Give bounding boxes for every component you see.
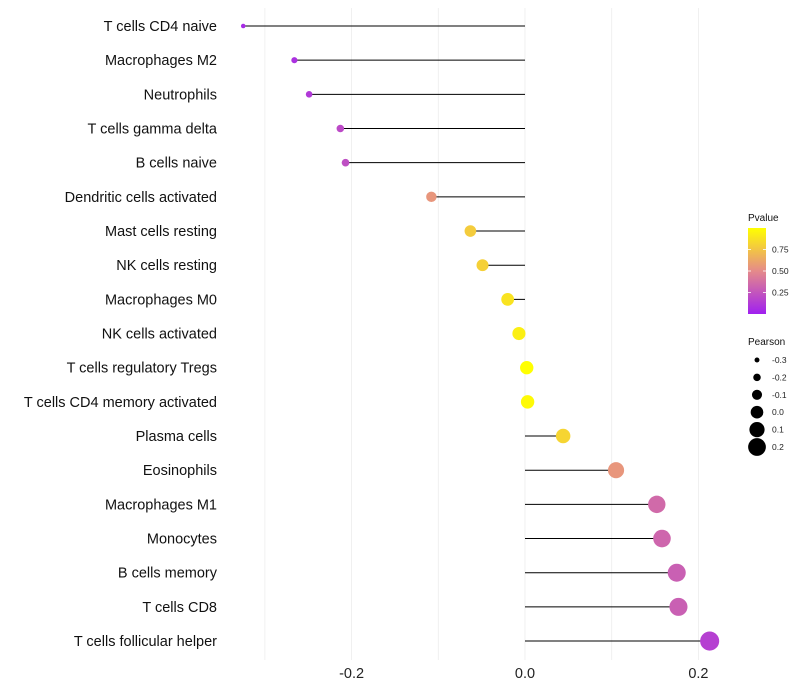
pearson-key-1 (753, 373, 761, 382)
point-16 (667, 563, 686, 582)
point-13 (607, 462, 625, 479)
category-label-13: Eosinophils (143, 463, 217, 479)
point-2 (305, 91, 313, 98)
category-label-18: T cells follicular helper (74, 634, 217, 650)
point-17 (669, 597, 688, 616)
category-label-12: Plasma cells (136, 429, 217, 445)
pvalue-tick-label-1: 0.50 (772, 266, 789, 276)
category-labels: T cells CD4 naive Macrophages M2 Neutrophi… (24, 19, 218, 650)
stem-layer (243, 25, 710, 642)
point-14 (648, 495, 666, 514)
pvalue-colorbar (748, 228, 766, 314)
category-label-3: T cells gamma delta (88, 122, 218, 138)
point-18 (700, 631, 720, 651)
pearson-key-2 (751, 389, 763, 400)
point-layer (240, 23, 720, 651)
category-label-14: Macrophages M1 (105, 497, 217, 513)
category-label-2: Neutrophils (144, 87, 217, 103)
category-label-4: B cells naive (136, 156, 217, 172)
category-label-5: Dendritic cells activated (65, 190, 217, 206)
point-3 (336, 124, 345, 133)
pearson-key-label-2: -0.1 (772, 390, 787, 400)
x-tick-label-2: 0.2 (688, 666, 708, 682)
category-label-6: Mast cells resting (105, 224, 217, 240)
pvalue-legend: Pvalue 0.25 0.50 0.75 (748, 213, 789, 314)
pearson-key-3 (750, 405, 764, 419)
category-label-0: T cells CD4 naive (104, 19, 217, 35)
point-7 (476, 259, 489, 272)
pearson-legend-title: Pearson (748, 337, 785, 348)
pearson-key-0 (754, 357, 760, 363)
point-4 (341, 158, 350, 167)
category-label-16: B cells memory (118, 566, 218, 582)
x-tick-label-0: -0.2 (339, 666, 364, 682)
point-8 (501, 292, 515, 306)
pearson-key-label-5: 0.2 (772, 442, 784, 452)
pearson-key-label-0: -0.3 (772, 355, 787, 365)
pvalue-tick-label-0: 0.25 (772, 288, 789, 298)
point-12 (555, 428, 571, 444)
point-6 (464, 225, 477, 237)
x-tick-label-1: 0.0 (515, 666, 535, 682)
pvalue-legend-ticks: 0.25 0.50 0.75 (748, 245, 789, 298)
category-label-15: Monocytes (147, 532, 217, 548)
category-label-10: T cells regulatory Tregs (67, 361, 217, 377)
category-label-1: Macrophages M2 (105, 53, 217, 69)
pearson-key-5 (748, 438, 766, 456)
point-1 (291, 57, 298, 64)
point-9 (512, 326, 526, 341)
category-label-9: NK cells activated (102, 327, 217, 343)
point-0 (240, 23, 246, 29)
pvalue-legend-title: Pvalue (748, 213, 779, 224)
category-label-11: T cells CD4 memory activated (24, 395, 217, 411)
pearson-key-label-3: 0.0 (772, 407, 784, 417)
pvalue-tick-label-2: 0.75 (772, 245, 789, 255)
pearson-legend: Pearson -0.3 -0.2 -0.1 0.0 0.1 0.2 (748, 337, 787, 456)
point-5 (426, 191, 437, 203)
pearson-legend-items: -0.3 -0.2 -0.1 0.0 0.1 0.2 (748, 355, 787, 456)
pearson-key-label-4: 0.1 (772, 425, 784, 435)
point-15 (653, 529, 671, 548)
pearson-key-label-1: -0.2 (772, 372, 787, 382)
x-axis-ticks: -0.2 0.0 0.2 (339, 666, 708, 682)
point-10 (520, 361, 534, 375)
category-label-17: T cells CD8 (142, 600, 217, 616)
category-label-8: Macrophages M0 (105, 292, 217, 308)
grid-layer (264, 8, 699, 660)
pearson-key-4 (749, 421, 765, 438)
category-label-7: NK cells resting (116, 258, 217, 274)
point-11 (520, 395, 535, 409)
